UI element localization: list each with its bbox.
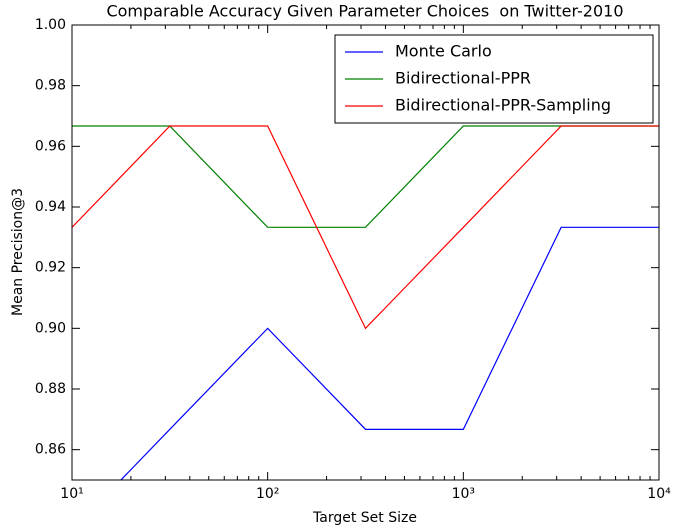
series-line: [120, 226, 659, 480]
y-tick-label: 0.94: [35, 199, 66, 215]
plot-frame: [71, 24, 660, 481]
series-line: [72, 125, 659, 330]
x-tick-label: 10³: [452, 486, 475, 502]
y-tick-label: 0.90: [35, 320, 66, 336]
x-tick-label: 10¹: [60, 486, 83, 502]
y-tick-label: 1.00: [35, 17, 66, 33]
y-axis-label: Mean Precision@3: [10, 188, 26, 316]
series-line: [72, 125, 659, 228]
y-tick-label: 0.88: [35, 381, 66, 397]
legend-label: Monte Carlo: [395, 42, 492, 61]
y-tick-label: 0.92: [35, 260, 66, 276]
plot-area: [72, 125, 659, 480]
y-tick-label: 0.96: [35, 138, 66, 154]
x-axis-label: Target Set Size: [312, 510, 417, 526]
x-tick-label: 10²: [256, 486, 279, 502]
legend-label: Bidirectional-PPR-Sampling: [395, 96, 611, 115]
chart-title: Comparable Accuracy Given Parameter Choi…: [106, 2, 623, 21]
y-tick-label: 0.98: [35, 78, 66, 94]
legend-label: Bidirectional-PPR: [395, 69, 531, 88]
x-tick-label: 10⁴: [647, 486, 671, 502]
legend-box: [334, 34, 654, 124]
y-tick-label: 0.86: [35, 442, 66, 458]
